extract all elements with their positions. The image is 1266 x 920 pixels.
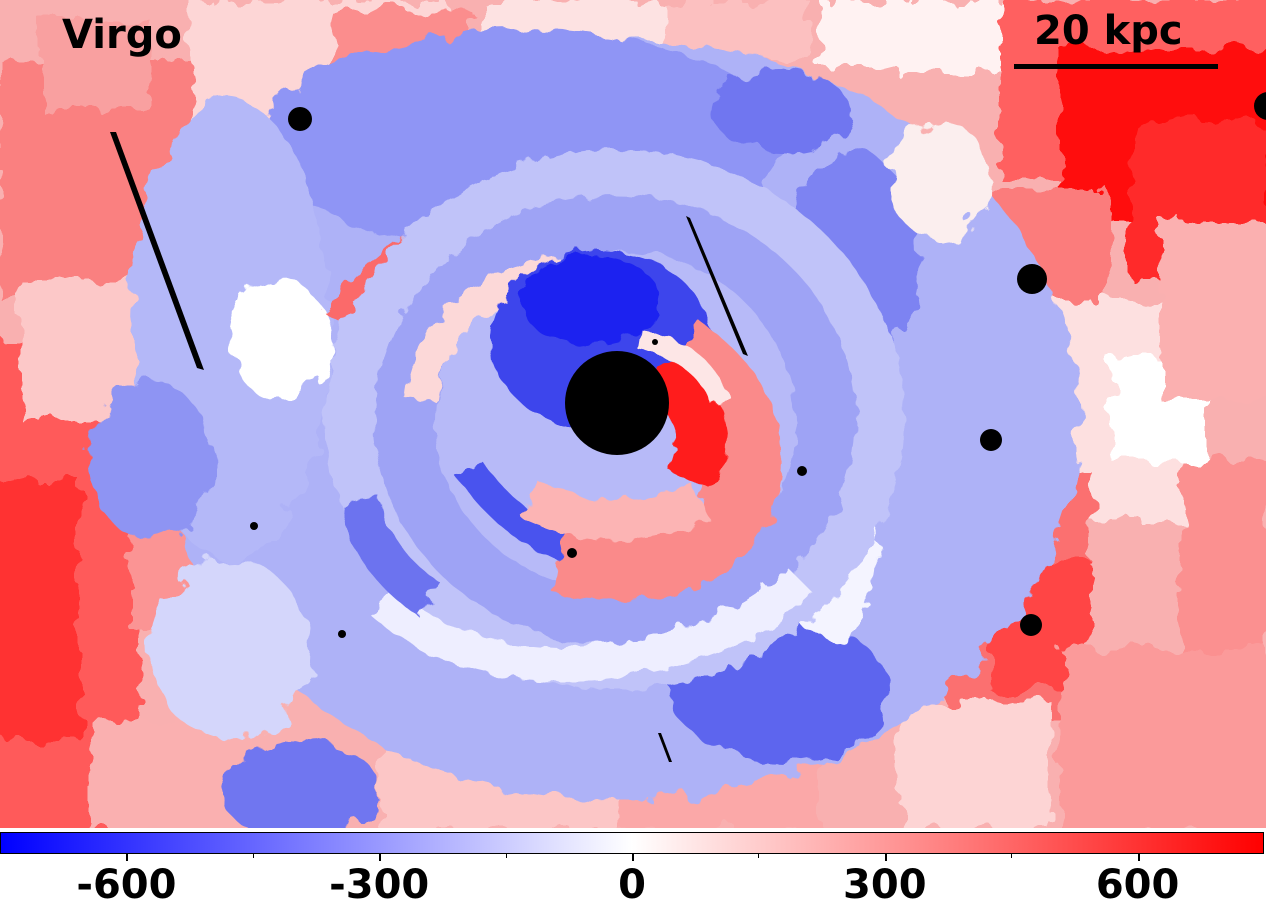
colorbar-tick: [1137, 854, 1140, 861]
point-source-mask: [652, 339, 658, 345]
colorbar-tick: [126, 854, 129, 861]
scale-bar-label: 20 kpc: [1034, 8, 1183, 54]
colorbar-tick: [252, 854, 254, 858]
point-source-mask: [567, 548, 577, 558]
colorbar-tick-label: -600: [76, 862, 177, 908]
point-source-mask: [338, 630, 346, 638]
colorbar-tick-label: -300: [329, 862, 430, 908]
colorbar: [0, 832, 1264, 854]
colorbar-tick: [505, 854, 507, 858]
point-source-mask: [1017, 264, 1047, 294]
point-source-mask: [250, 522, 258, 530]
colorbar-tick-label: 600: [1095, 862, 1180, 908]
colorbar-tick-label: 300: [843, 862, 927, 908]
colorbar-tick: [1011, 854, 1013, 858]
streak-mask: [658, 733, 672, 762]
point-source-mask: [980, 429, 1002, 451]
colorbar-tick: [884, 854, 887, 861]
streak-mask: [110, 132, 204, 370]
point-source-mask: [797, 466, 807, 476]
point-source-mask: [1020, 614, 1042, 636]
masked-regions: [110, 92, 1266, 762]
target-name-label: Virgo: [62, 12, 182, 58]
point-source-mask: [1254, 92, 1266, 120]
velocity-map: Virgo 20 kpc: [0, 0, 1266, 828]
velocity-map-image: [0, 0, 1266, 828]
colorbar-tick: [632, 854, 634, 861]
scale-bar: [1014, 64, 1218, 69]
central-mask: [565, 351, 669, 455]
streak-mask: [686, 216, 748, 356]
colorbar-tick: [758, 854, 760, 858]
point-source-mask: [288, 107, 312, 131]
colorbar-tick-label: 0: [618, 862, 646, 908]
colorbar-tick: [379, 854, 382, 861]
